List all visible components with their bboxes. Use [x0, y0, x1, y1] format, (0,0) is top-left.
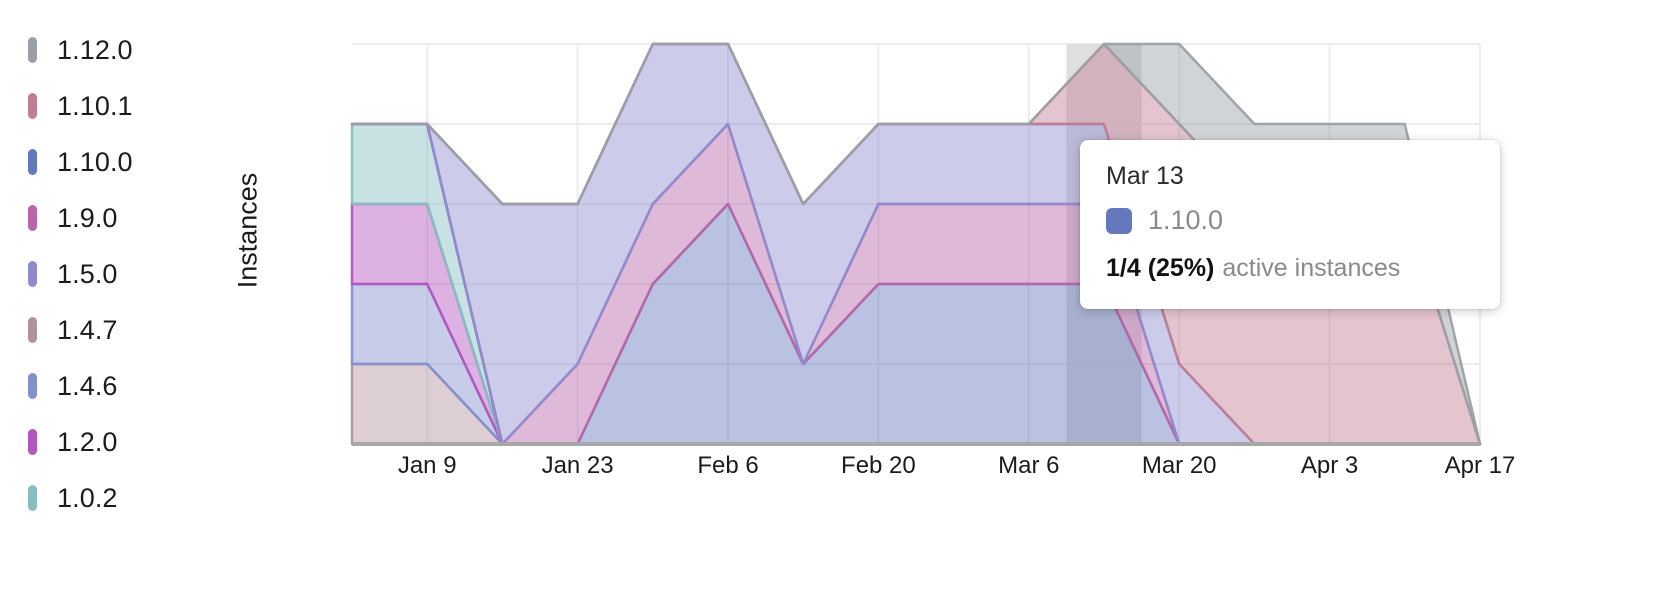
- legend-item-label: 1.2.0: [57, 426, 118, 457]
- legend-color-swatch-icon: [28, 37, 37, 63]
- legend-item-label: 1.4.6: [57, 370, 118, 401]
- legend-color-swatch-icon: [28, 373, 37, 399]
- legend-item-label: 1.10.1: [57, 90, 133, 121]
- legend-item-label: 1.4.7: [57, 314, 118, 345]
- tooltip-color-swatch-icon: [1106, 207, 1132, 234]
- legend-color-swatch-icon: [28, 261, 37, 287]
- legend-item[interactable]: 1.4.6: [28, 358, 228, 414]
- x-tick-label: Feb 6: [697, 452, 759, 479]
- tooltip-series-name: 1.10.0: [1148, 205, 1224, 235]
- tooltip-stat-value: 1/4 (25%): [1106, 254, 1215, 282]
- y-axis-title-text: Instances: [232, 172, 263, 288]
- x-tick-label: Apr 3: [1300, 452, 1359, 479]
- legend-item-label: 1.10.0: [57, 146, 133, 177]
- tooltip-stat-row: 1/4 (25%) active instances: [1106, 254, 1474, 283]
- legend-item[interactable]: 1.10.1: [28, 78, 228, 134]
- y-axis-title: Instances: [228, 0, 268, 460]
- legend-color-swatch-icon: [28, 149, 37, 175]
- tooltip-stat-suffix: active instances: [1222, 254, 1401, 282]
- legend-item[interactable]: 1.9.0: [28, 190, 228, 246]
- legend-item[interactable]: 1.4.7: [28, 302, 228, 358]
- legend-color-swatch-icon: [28, 317, 37, 343]
- x-axis-ticks: Jan 9 Jan 23 Feb 6 Feb 20 Mar 6 Mar 20 A…: [352, 452, 1516, 492]
- x-tick-label: Jan 9: [397, 452, 457, 479]
- legend-color-swatch-icon: [28, 485, 37, 511]
- legend-item[interactable]: 1.10.0: [28, 134, 228, 190]
- chart-legend: 1.12.0 1.10.1 1.10.0 1.9.0 1.5.0 1.4.7 1…: [28, 22, 228, 526]
- x-tick-label: Jan 23: [541, 452, 614, 479]
- chart-tooltip: Mar 13 1.10.0 1/4 (25%) active instances: [1080, 140, 1500, 309]
- legend-item[interactable]: 1.5.0: [28, 246, 228, 302]
- tooltip-date: Mar 13: [1106, 162, 1184, 190]
- x-tick-label: Feb 20: [841, 452, 916, 479]
- tooltip-series-row: 1.10.0: [1106, 205, 1474, 236]
- legend-item-label: 1.9.0: [57, 202, 118, 233]
- legend-item[interactable]: 1.2.0: [28, 414, 228, 470]
- x-tick-label: Mar 6: [998, 452, 1060, 479]
- legend-color-swatch-icon: [28, 93, 37, 119]
- legend-item-label: 1.5.0: [57, 258, 118, 289]
- legend-item[interactable]: 1.0.2: [28, 470, 228, 526]
- legend-item-label: 1.0.2: [57, 482, 118, 513]
- legend-color-swatch-icon: [28, 205, 37, 231]
- legend-color-swatch-icon: [28, 429, 37, 455]
- x-tick-label: Apr 17: [1444, 452, 1516, 479]
- x-tick-label: Mar 20: [1141, 452, 1217, 479]
- legend-item-label: 1.12.0: [57, 34, 133, 65]
- legend-item[interactable]: 1.12.0: [28, 22, 228, 78]
